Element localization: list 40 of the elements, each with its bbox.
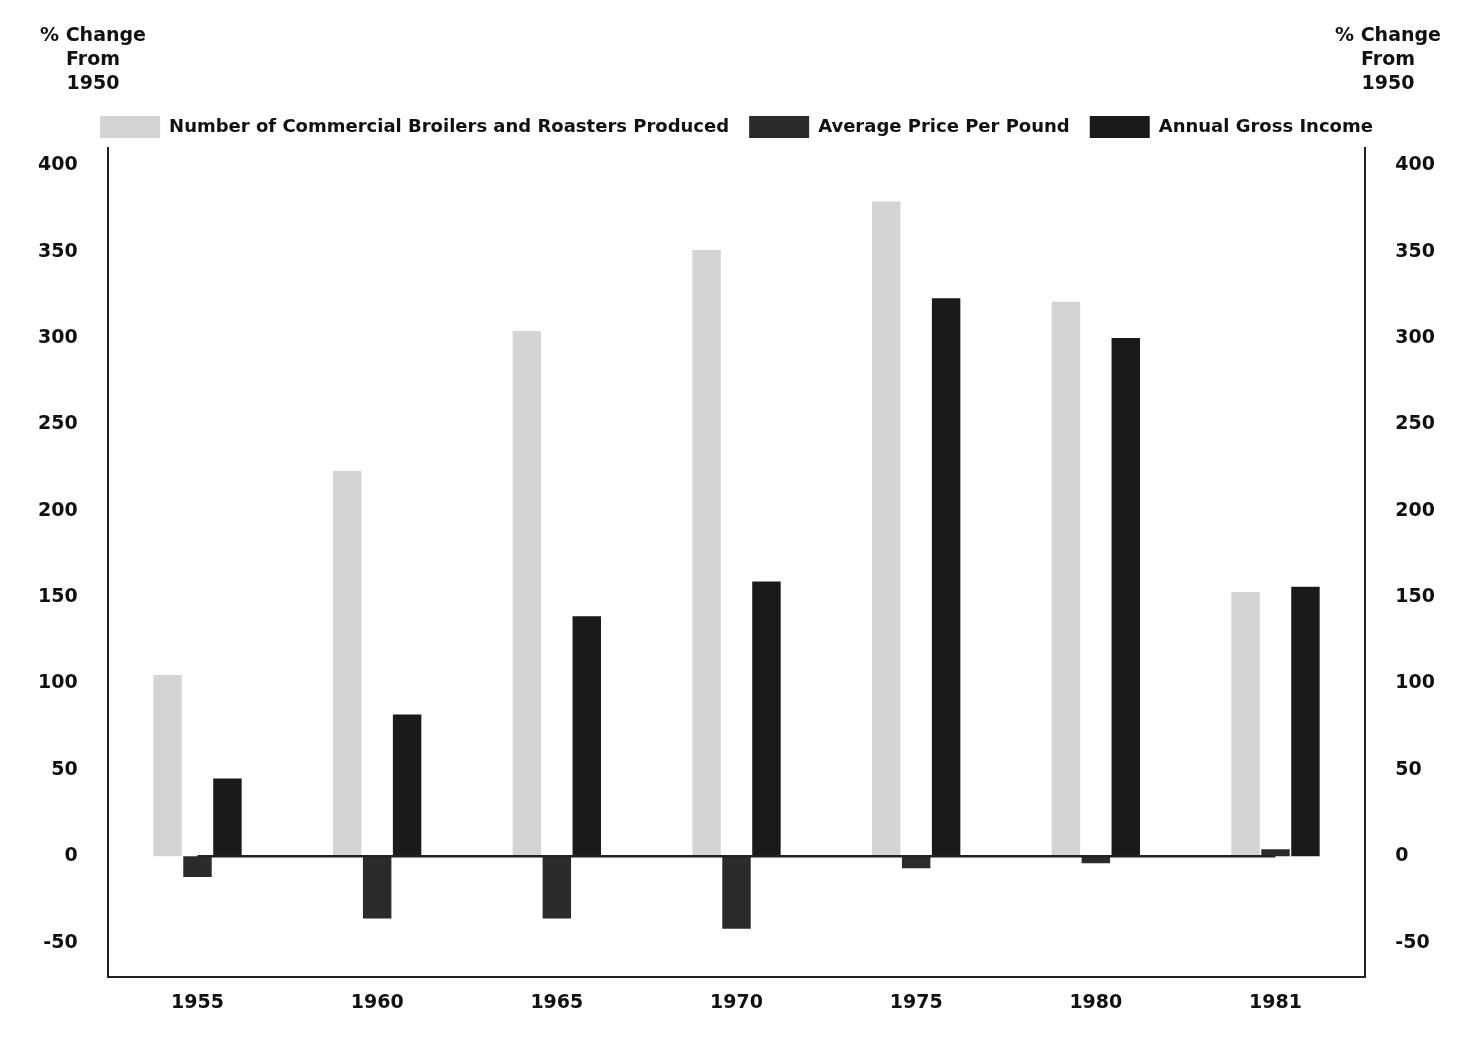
y2-axis-title: % Change From 1950: [1334, 22, 1442, 94]
legend-label: Annual Gross Income: [1158, 114, 1373, 136]
y-tick-label: 100: [37, 670, 78, 693]
bar: [512, 331, 542, 857]
x-tick-label: 1965: [530, 989, 584, 1012]
y-tick-label: 0: [64, 843, 78, 866]
bar: [1231, 591, 1260, 857]
y2-tick-label: 350: [1395, 238, 1436, 261]
x-tick-label: 1970: [710, 989, 763, 1012]
y-tick-label: 350: [37, 238, 78, 261]
y2-tick-label: 0: [1395, 843, 1409, 866]
bar: [333, 471, 362, 857]
y2-tick-label: 50: [1395, 756, 1422, 779]
y-tick-label: 50: [51, 756, 78, 779]
y-tick-label: 300: [37, 324, 78, 347]
x-tick-label: 1955: [171, 989, 224, 1012]
y-tick-label: -50: [43, 929, 78, 952]
x-tick-label: 1980: [1069, 989, 1123, 1012]
y-axis-title: % Change From 1950: [39, 22, 147, 94]
x-tick-label: 1981: [1249, 989, 1302, 1012]
bar: [692, 249, 721, 857]
legend-label: Number of Commercial Broilers and Roasters Produced: [169, 114, 730, 136]
y-tick-label: 400: [37, 152, 78, 175]
y2-tick-label: 150: [1395, 584, 1436, 607]
y2-tick-label: 300: [1395, 324, 1436, 347]
y-tick-label: 200: [37, 497, 78, 520]
x-tick-label: 1960: [350, 989, 404, 1012]
y2-tick-label: 200: [1395, 497, 1436, 520]
x-tick-label: 1975: [889, 989, 943, 1012]
bar: [153, 674, 182, 857]
bar: [1291, 586, 1320, 857]
y2-tick-label: 250: [1395, 411, 1436, 434]
legend-label: Average Price Per Pound: [818, 114, 1070, 136]
y2-tick-label: 100: [1395, 670, 1436, 693]
bar: [872, 201, 901, 857]
y2-tick-label: -50: [1395, 929, 1430, 952]
y-tick-label: 250: [37, 411, 78, 434]
y2-tick-label: 400: [1395, 152, 1436, 175]
bar: [1051, 301, 1081, 857]
y-tick-label: 150: [37, 584, 78, 607]
